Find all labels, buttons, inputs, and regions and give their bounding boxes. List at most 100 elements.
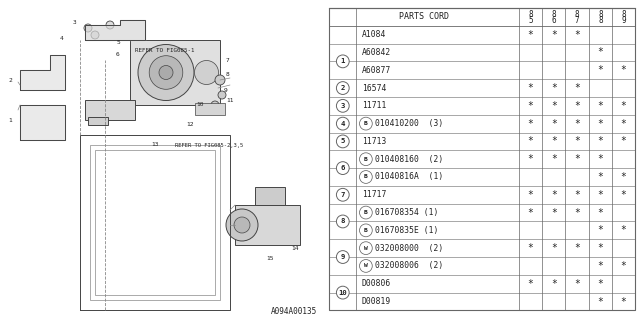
Text: *: * <box>621 261 627 271</box>
Text: 9: 9 <box>223 87 227 92</box>
Text: 010410200  (3): 010410200 (3) <box>375 119 443 128</box>
Text: 7: 7 <box>226 58 230 62</box>
Text: 6: 6 <box>116 52 120 58</box>
Text: *: * <box>597 172 604 182</box>
Text: D00806: D00806 <box>362 279 391 288</box>
Bar <box>195 103 225 115</box>
Text: 5: 5 <box>340 139 345 144</box>
Text: *: * <box>551 30 557 40</box>
Text: *: * <box>527 154 534 164</box>
Text: 8: 8 <box>598 16 603 25</box>
Text: *: * <box>574 279 580 289</box>
Text: 9: 9 <box>340 254 345 260</box>
Text: 2: 2 <box>8 77 12 83</box>
Text: 7: 7 <box>575 16 579 25</box>
Text: *: * <box>551 101 557 111</box>
Text: *: * <box>527 83 534 93</box>
Circle shape <box>337 100 349 112</box>
Text: 2: 2 <box>340 85 345 91</box>
Text: *: * <box>574 190 580 200</box>
Circle shape <box>337 162 349 174</box>
Text: 15: 15 <box>266 255 274 260</box>
Text: 11711: 11711 <box>362 101 386 110</box>
Text: *: * <box>597 279 604 289</box>
Text: 3: 3 <box>340 103 345 109</box>
Text: 12: 12 <box>186 123 194 127</box>
Text: *: * <box>574 30 580 40</box>
Text: 6: 6 <box>552 16 556 25</box>
Text: *: * <box>621 297 627 307</box>
Text: *: * <box>621 65 627 75</box>
Text: *: * <box>597 47 604 58</box>
Text: 8: 8 <box>621 10 626 19</box>
Text: *: * <box>597 136 604 147</box>
Text: *: * <box>574 243 580 253</box>
Text: 8: 8 <box>552 10 556 19</box>
Circle shape <box>337 117 349 130</box>
Circle shape <box>195 60 218 84</box>
Text: PARTS CORD: PARTS CORD <box>399 12 449 21</box>
Circle shape <box>149 56 183 89</box>
Text: B: B <box>364 157 368 162</box>
Text: 4: 4 <box>60 36 64 41</box>
Text: 11717: 11717 <box>362 190 386 199</box>
Bar <box>235 205 300 245</box>
Text: 4: 4 <box>340 121 345 127</box>
Text: *: * <box>574 119 580 129</box>
Text: 3: 3 <box>73 20 77 25</box>
Text: B: B <box>364 210 368 215</box>
Text: W: W <box>364 246 368 251</box>
Text: A60842: A60842 <box>362 48 391 57</box>
Text: 010408160  (2): 010408160 (2) <box>375 155 443 164</box>
Text: *: * <box>597 297 604 307</box>
Text: *: * <box>621 136 627 147</box>
Text: 14: 14 <box>291 245 299 251</box>
Text: *: * <box>551 243 557 253</box>
Circle shape <box>337 251 349 263</box>
Text: A094A00135: A094A00135 <box>271 307 317 316</box>
Text: *: * <box>597 119 604 129</box>
Text: *: * <box>597 225 604 235</box>
Circle shape <box>360 242 372 254</box>
Text: B: B <box>364 228 368 233</box>
Text: *: * <box>621 119 627 129</box>
Polygon shape <box>20 55 65 90</box>
Circle shape <box>215 75 225 85</box>
Text: *: * <box>597 65 604 75</box>
Circle shape <box>159 66 173 79</box>
Circle shape <box>337 286 349 299</box>
Text: *: * <box>551 190 557 200</box>
Circle shape <box>337 82 349 94</box>
Text: *: * <box>551 154 557 164</box>
Text: *: * <box>551 136 557 147</box>
Circle shape <box>337 135 349 148</box>
Text: *: * <box>597 208 604 218</box>
Circle shape <box>360 260 372 272</box>
Text: D00819: D00819 <box>362 297 391 306</box>
Bar <box>85 100 135 120</box>
Circle shape <box>360 171 372 183</box>
Text: 10: 10 <box>196 102 204 108</box>
Circle shape <box>84 24 92 32</box>
Circle shape <box>234 217 250 233</box>
Bar <box>130 40 220 105</box>
Text: *: * <box>527 190 534 200</box>
Text: 032008006  (2): 032008006 (2) <box>375 261 443 270</box>
Text: *: * <box>551 83 557 93</box>
Bar <box>95 150 215 295</box>
Text: *: * <box>527 101 534 111</box>
Text: 16574: 16574 <box>362 84 386 92</box>
Circle shape <box>138 44 194 100</box>
Circle shape <box>106 21 114 29</box>
Text: *: * <box>527 30 534 40</box>
Text: *: * <box>527 279 534 289</box>
Text: 9: 9 <box>621 16 626 25</box>
Circle shape <box>226 209 258 241</box>
Text: 5: 5 <box>528 16 533 25</box>
Circle shape <box>218 91 226 99</box>
Text: *: * <box>597 261 604 271</box>
Text: *: * <box>574 83 580 93</box>
Text: 1: 1 <box>8 117 12 123</box>
Text: 7: 7 <box>340 192 345 198</box>
Bar <box>255 187 285 205</box>
